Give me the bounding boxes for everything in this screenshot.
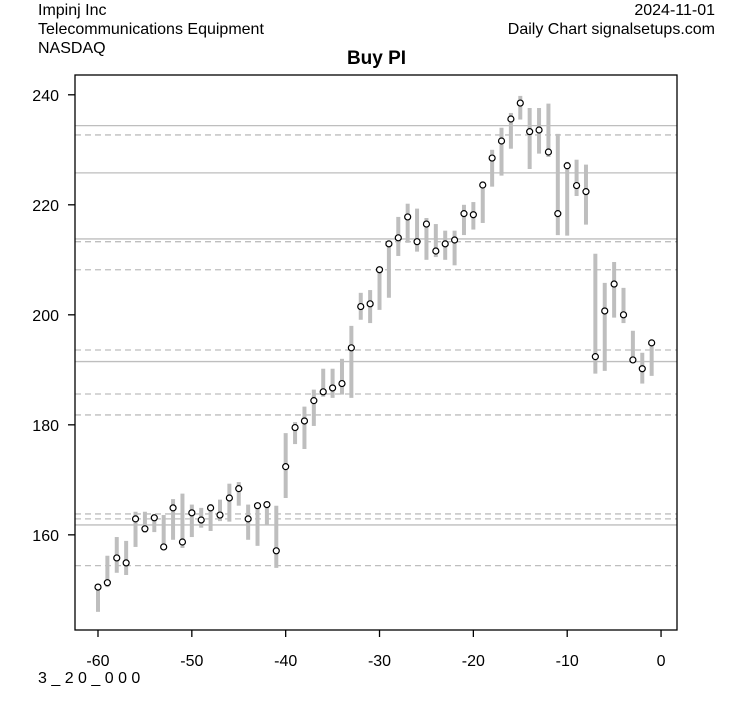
close-point-22 <box>300 417 309 425</box>
x-tick-label-6: 0 <box>657 653 666 670</box>
close-point-54 <box>601 307 609 315</box>
close-point-15 <box>235 485 243 493</box>
close-point-46 <box>526 128 534 136</box>
close-point-39 <box>460 210 468 218</box>
close-point-52 <box>582 188 590 196</box>
y-tick-label-3: 220 <box>32 198 59 215</box>
close-point-20 <box>282 463 290 471</box>
close-point-12 <box>207 504 215 512</box>
exchange-label: NASDAQ <box>38 40 106 57</box>
close-point-36 <box>432 247 440 255</box>
close-point-4 <box>131 515 140 523</box>
close-point-43 <box>497 137 506 145</box>
y-tick-label-1: 180 <box>32 418 59 435</box>
close-point-42 <box>488 154 496 162</box>
close-point-40 <box>469 211 477 219</box>
close-point-1 <box>103 579 111 587</box>
close-point-13 <box>216 511 224 519</box>
close-point-26 <box>338 379 346 388</box>
close-point-14 <box>225 494 233 502</box>
close-point-6 <box>150 514 158 522</box>
company-name: Impinj Inc <box>38 2 107 19</box>
close-point-17 <box>253 502 262 510</box>
close-point-18 <box>263 500 271 509</box>
industry-label: Telecommunications Equipment <box>38 21 264 38</box>
close-point-8 <box>169 504 177 512</box>
y-tick-label-0: 160 <box>32 528 59 545</box>
close-point-9 <box>178 538 187 546</box>
close-point-44 <box>507 115 515 123</box>
close-point-11 <box>197 516 205 524</box>
close-point-56 <box>619 311 628 319</box>
x-tick-label-5: -10 <box>556 653 579 670</box>
close-point-51 <box>572 181 581 190</box>
close-point-3 <box>122 559 130 567</box>
close-point-45 <box>516 99 524 107</box>
close-point-47 <box>535 126 543 134</box>
plot-frame <box>74 74 678 631</box>
close-point-38 <box>450 236 459 244</box>
close-point-19 <box>272 547 280 555</box>
close-point-2 <box>113 554 121 562</box>
close-point-28 <box>357 302 365 311</box>
chart-source: Daily Chart signalsetups.com <box>507 21 715 38</box>
close-point-49 <box>554 210 562 218</box>
close-point-29 <box>366 300 374 308</box>
close-point-24 <box>319 388 327 396</box>
close-point-32 <box>394 234 402 242</box>
close-point-21 <box>291 423 299 432</box>
x-tick-label-0: -60 <box>86 653 109 670</box>
close-point-23 <box>310 397 318 405</box>
close-point-33 <box>404 213 412 221</box>
close-point-37 <box>441 240 449 248</box>
x-tick-label-3: -30 <box>368 653 391 670</box>
close-point-55 <box>610 280 618 288</box>
close-point-41 <box>479 181 487 189</box>
close-point-16 <box>244 515 252 523</box>
x-tick-label-4: -20 <box>462 653 485 670</box>
y-tick-label-4: 240 <box>32 88 59 105</box>
x-tick-label-1: -50 <box>180 653 203 670</box>
close-point-7 <box>160 543 168 551</box>
close-point-35 <box>422 220 431 228</box>
y-tick-label-2: 200 <box>32 308 59 325</box>
close-point-27 <box>347 344 355 352</box>
close-point-34 <box>413 238 421 246</box>
x-tick-label-2: -40 <box>274 653 297 670</box>
chart-title: Buy PI <box>346 48 407 69</box>
close-point-30 <box>375 266 384 274</box>
chart-date: 2024-11-01 <box>634 2 715 19</box>
close-point-5 <box>141 525 149 533</box>
close-point-48 <box>544 148 553 156</box>
close-point-10 <box>188 509 196 517</box>
close-point-50 <box>563 162 571 170</box>
close-point-0 <box>94 583 102 591</box>
close-point-53 <box>591 353 599 361</box>
close-point-25 <box>328 384 337 392</box>
close-point-58 <box>638 365 646 373</box>
close-point-57 <box>629 356 637 364</box>
footer-code: 3 _ 2 0 _ 0 0 0 <box>38 670 141 687</box>
close-point-59 <box>648 339 656 347</box>
close-point-31 <box>385 240 393 248</box>
